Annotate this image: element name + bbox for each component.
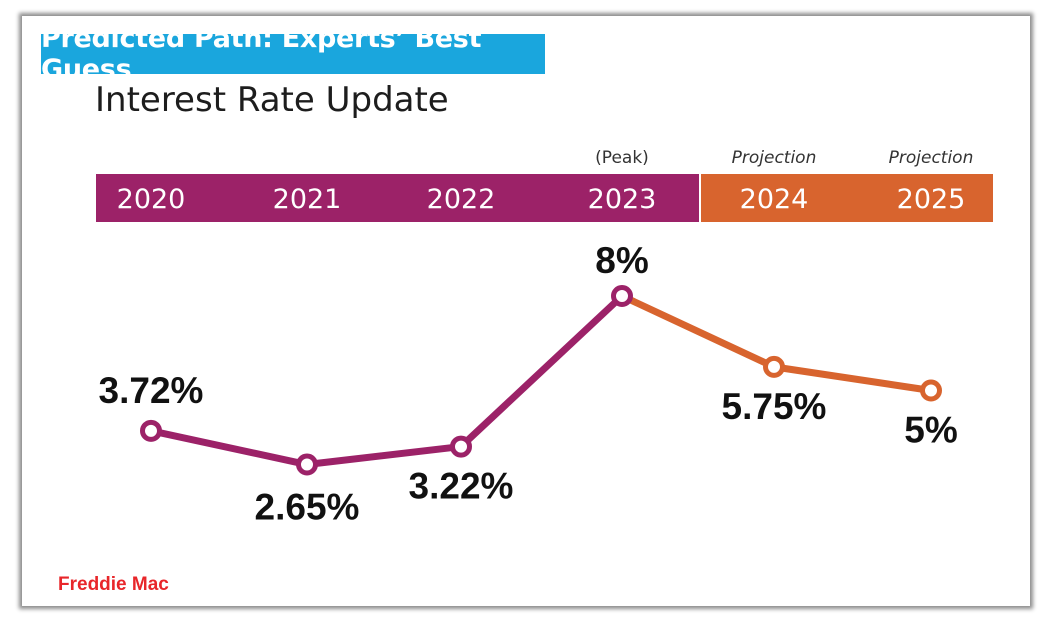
actual-series-line: [147, 292, 626, 469]
chart-title: Interest Rate Update: [95, 80, 449, 120]
header-actual-band: [96, 174, 699, 222]
data-labels: 3.72% 2.65% 3.22% 8% 5.75% 5%: [99, 240, 958, 528]
series-points: [140, 285, 942, 476]
data-label-2025: 5%: [904, 410, 957, 451]
header-note-2023: (Peak): [595, 148, 649, 168]
data-label-2023: 8%: [595, 240, 648, 281]
year-label-2020: 2020: [117, 184, 186, 215]
source-label: Freddie Mac: [58, 574, 169, 595]
chart-card: [22, 16, 1030, 606]
year-label-2025: 2025: [897, 184, 966, 215]
data-point-2022: [450, 435, 472, 458]
data-point-2020: [140, 419, 162, 442]
year-label-2023: 2023: [588, 184, 657, 215]
year-label-2022: 2022: [427, 184, 496, 215]
year-label-2024: 2024: [740, 184, 809, 215]
data-point-2025: [920, 379, 942, 402]
header-note-2024: Projection: [732, 148, 817, 168]
data-label-2024: 5.75%: [722, 386, 827, 427]
year-header-bar: 2020 2021 2022 2023 (Peak) 2024 Projection 2025…: [96, 148, 993, 222]
data-point-2023: [611, 285, 633, 307]
data-label-2021: 2.65%: [255, 487, 360, 528]
data-point-2024: [763, 355, 785, 378]
data-label-2020: 3.72%: [99, 370, 204, 411]
data-point-2021: [296, 453, 318, 476]
year-label-2021: 2021: [273, 184, 342, 215]
header-note-2025: Projection: [889, 148, 974, 168]
header-projection-band: [701, 174, 993, 222]
data-label-2022: 3.22%: [409, 466, 514, 507]
series-lines: [147, 292, 935, 469]
